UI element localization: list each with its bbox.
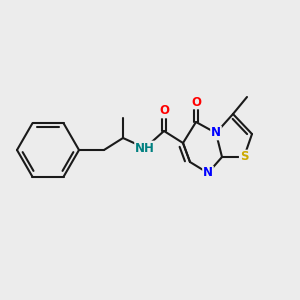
Text: O: O bbox=[191, 95, 201, 109]
Text: O: O bbox=[159, 104, 169, 118]
Text: N: N bbox=[203, 167, 213, 179]
Text: S: S bbox=[240, 151, 248, 164]
Text: NH: NH bbox=[135, 142, 155, 154]
Text: N: N bbox=[211, 127, 221, 140]
